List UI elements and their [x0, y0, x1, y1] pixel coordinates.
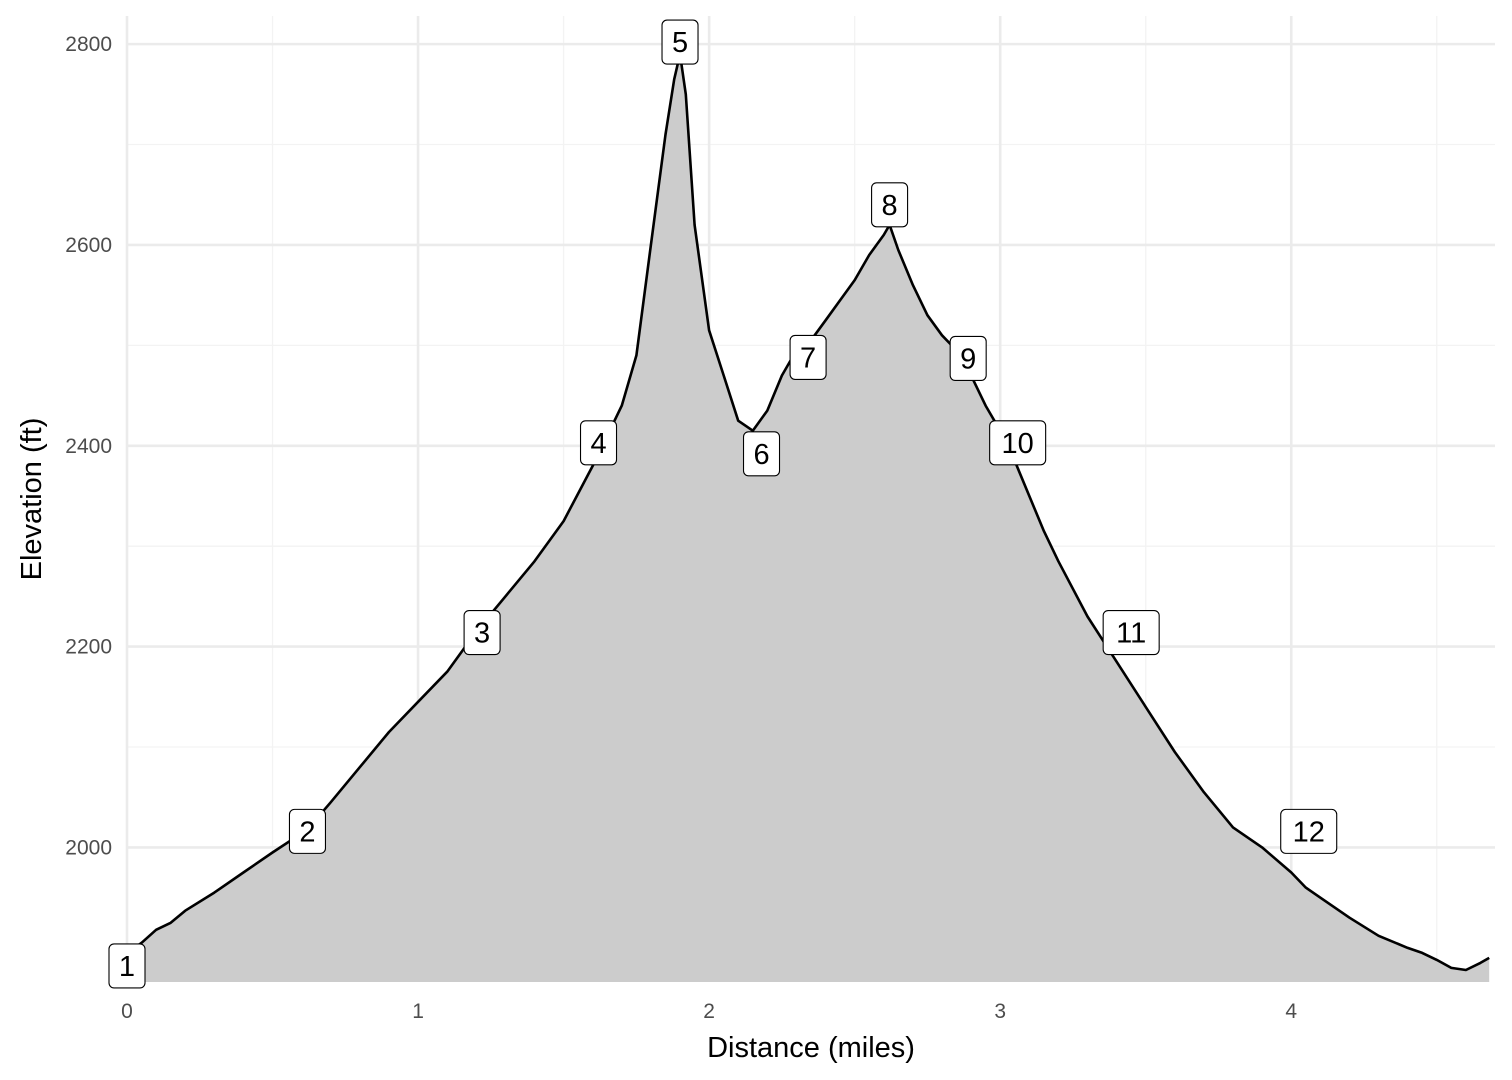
waypoint-label-box: [742, 431, 781, 477]
waypoint-label-text: 5: [672, 27, 688, 59]
x-tick-label: 4: [1285, 1000, 1297, 1023]
waypoint-label-text: 7: [800, 342, 816, 374]
waypoint-label-box: [463, 610, 501, 656]
waypoint-label-text: 12: [1293, 816, 1325, 848]
waypoint-label-text: 4: [590, 428, 606, 460]
waypoint-label-10: 10: [989, 420, 1047, 466]
waypoint-label-text: 2: [299, 816, 315, 848]
waypoint-label-box: [108, 943, 146, 989]
waypoint-label-text: 10: [1002, 428, 1034, 460]
x-tick-label: 3: [994, 1000, 1006, 1023]
waypoint-label-box: [1102, 610, 1160, 656]
waypoint-label-7: 7: [789, 334, 827, 380]
y-tick-label: 2200: [65, 636, 112, 659]
waypoint-label-box: [579, 420, 618, 466]
waypoint-label-box: [661, 19, 699, 65]
waypoint-label-12: 12: [1280, 808, 1338, 854]
elevation-area: [126, 52, 1490, 982]
waypoint-label-box: [1280, 808, 1338, 854]
waypoint-label-text: 11: [1116, 618, 1146, 650]
elevation-profile-line: [126, 52, 1490, 972]
waypoint-label-6: 6: [742, 431, 781, 477]
y-tick-label: 2600: [65, 234, 112, 257]
waypoint-label-box: [949, 335, 987, 381]
waypoint-label-box: [288, 808, 327, 854]
waypoint-label-11: 11: [1102, 610, 1160, 656]
waypoint-label-text: 3: [474, 618, 490, 650]
waypoint-label-box: [871, 182, 909, 228]
waypoint-label-text: 9: [960, 343, 976, 375]
waypoint-label-4: 4: [579, 420, 618, 466]
waypoint-label-5: 5: [661, 19, 699, 65]
waypoint-label-text: 8: [882, 190, 898, 222]
y-tick-label: 2000: [65, 836, 112, 859]
x-axis-ticks: 0 1 2 3 4: [121, 1000, 1297, 1023]
waypoint-label-box: [989, 420, 1047, 466]
waypoint-label-8: 8: [871, 182, 909, 228]
x-axis-title: Distance (miles): [707, 1032, 915, 1064]
waypoint-label-box: [789, 334, 827, 380]
waypoint-label-text: 1: [119, 951, 135, 983]
elevation-area-fill: [127, 54, 1490, 982]
waypoint-label-1: 1: [108, 943, 146, 989]
x-tick-label: 0: [121, 1000, 133, 1023]
waypoint-label-text: 6: [753, 439, 769, 471]
y-tick-label: 2800: [65, 33, 112, 56]
x-tick-label: 2: [703, 1000, 715, 1023]
x-tick-label: 1: [412, 1000, 424, 1023]
y-axis-ticks: 2000 2200 2400 2600 2800: [65, 33, 112, 859]
waypoint-label-2: 2: [288, 808, 327, 854]
y-axis-title: Elevation (ft): [16, 418, 48, 581]
waypoint-label-9: 9: [949, 335, 987, 381]
waypoint-label-3: 3: [463, 610, 501, 656]
y-tick-label: 2400: [65, 435, 112, 458]
